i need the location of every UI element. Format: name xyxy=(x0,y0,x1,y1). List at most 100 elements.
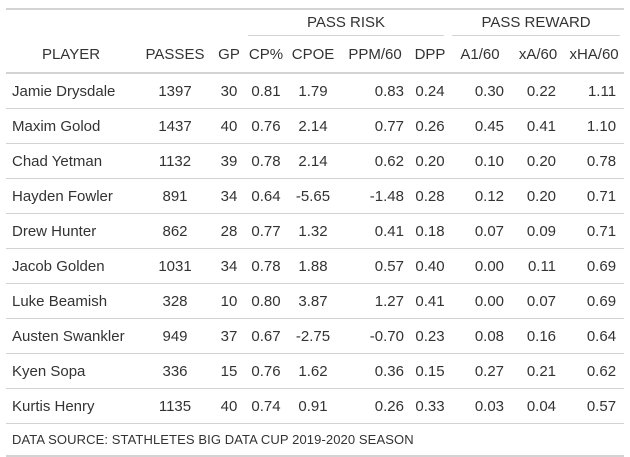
cell-cpoe: 1.62 xyxy=(288,353,338,389)
cell-a1-60: 0.12 xyxy=(448,178,513,214)
col-header-xa60: xA/60 xyxy=(512,36,565,74)
cell-xha60: 0.78 xyxy=(564,143,625,179)
table-row: Luke Beamish 328 10 0.80 3.87 1.27 0.41 … xyxy=(6,283,625,319)
spanner-pass-risk-label: PASS RISK xyxy=(306,14,386,31)
spanner-pass-reward-rule xyxy=(452,35,621,36)
cell-gp: 40 xyxy=(214,388,244,424)
col-header-ppm60: PPM/60 xyxy=(338,36,412,74)
cell-cp-pct: 0.77 xyxy=(244,213,288,249)
cell-dpp: 0.26 xyxy=(412,108,449,144)
cell-ppm60: -0.70 xyxy=(338,318,412,354)
cell-passes: 1437 xyxy=(136,108,214,144)
table-row: Kyen Sopa 336 15 0.76 1.62 0.36 0.15 0.2… xyxy=(6,353,625,389)
col-header-player: PLAYER xyxy=(6,36,136,74)
cell-gp: 28 xyxy=(214,213,244,249)
col-header-a1-60: A1/60 xyxy=(448,36,513,74)
cell-a1-60: 0.00 xyxy=(448,283,513,319)
cell-cpoe: 0.91 xyxy=(288,388,338,424)
cell-dpp: 0.24 xyxy=(412,73,449,109)
cell-cpoe: -5.65 xyxy=(288,178,338,214)
column-spanner-row: PASS RISK PASS REWARD xyxy=(6,6,624,36)
col-header-xha60: xHA/60 xyxy=(564,36,625,74)
cell-cpoe: 1.79 xyxy=(288,73,338,109)
cell-cpoe: 2.14 xyxy=(288,143,338,179)
cell-cp-pct: 0.74 xyxy=(244,388,288,424)
cell-xha60: 0.64 xyxy=(564,318,625,354)
cell-passes: 1031 xyxy=(136,248,214,284)
cell-passes: 1397 xyxy=(136,73,214,109)
cell-gp: 39 xyxy=(214,143,244,179)
cell-gp: 34 xyxy=(214,248,244,284)
cell-dpp: 0.18 xyxy=(412,213,449,249)
cell-passes: 862 xyxy=(136,213,214,249)
cell-cpoe: 2.14 xyxy=(288,108,338,144)
cell-xa60: 0.20 xyxy=(512,143,565,179)
cell-cp-pct: 0.78 xyxy=(244,248,288,284)
passing-stats-table: PASS RISK PASS REWARD PLAYER PASSES GP C… xyxy=(6,6,625,457)
cell-a1-60: 0.10 xyxy=(448,143,513,179)
table-row: Chad Yetman 1132 39 0.78 2.14 0.62 0.20 … xyxy=(6,143,625,179)
cell-dpp: 0.28 xyxy=(412,178,449,214)
cell-cp-pct: 0.76 xyxy=(244,108,288,144)
cell-xa60: 0.41 xyxy=(512,108,565,144)
table-row: Maxim Golod 1437 40 0.76 2.14 0.77 0.26 … xyxy=(6,108,625,144)
cell-cp-pct: 0.78 xyxy=(244,143,288,179)
col-header-gp: GP xyxy=(214,36,244,74)
cell-xha60: 1.11 xyxy=(564,73,625,109)
cell-ppm60: 0.36 xyxy=(338,353,412,389)
cell-cp-pct: 0.76 xyxy=(244,353,288,389)
cell-ppm60: 0.62 xyxy=(338,143,412,179)
cell-a1-60: 0.07 xyxy=(448,213,513,249)
cell-dpp: 0.33 xyxy=(412,388,449,424)
cell-xha60: 1.10 xyxy=(564,108,625,144)
cell-xa60: 0.09 xyxy=(512,213,565,249)
cell-passes: 328 xyxy=(136,283,214,319)
cell-gp: 30 xyxy=(214,73,244,109)
cell-player: Hayden Fowler xyxy=(6,178,136,214)
cell-cpoe: 1.88 xyxy=(288,248,338,284)
cell-xa60: 0.11 xyxy=(512,248,565,284)
cell-ppm60: 0.26 xyxy=(338,388,412,424)
table-row: Jacob Golden 1031 34 0.78 1.88 0.57 0.40… xyxy=(6,248,625,284)
cell-gp: 10 xyxy=(214,283,244,319)
column-header-row: PLAYER PASSES GP CP% CPOE PPM/60 DPP A1/… xyxy=(6,36,625,74)
cell-player: Jamie Drysdale xyxy=(6,73,136,109)
cell-a1-60: 0.30 xyxy=(448,73,513,109)
cell-cp-pct: 0.67 xyxy=(244,318,288,354)
cell-xa60: 0.20 xyxy=(512,178,565,214)
cell-ppm60: 1.27 xyxy=(338,283,412,319)
cell-cp-pct: 0.64 xyxy=(244,178,288,214)
cell-xa60: 0.07 xyxy=(512,283,565,319)
cell-ppm60: 0.41 xyxy=(338,213,412,249)
cell-cp-pct: 0.81 xyxy=(244,73,288,109)
cell-xa60: 0.16 xyxy=(512,318,565,354)
cell-player: Chad Yetman xyxy=(6,143,136,179)
col-header-cpoe: CPOE xyxy=(288,36,338,74)
cell-gp: 34 xyxy=(214,178,244,214)
cell-dpp: 0.41 xyxy=(412,283,449,319)
cell-player: Kyen Sopa xyxy=(6,353,136,389)
cell-ppm60: 0.83 xyxy=(338,73,412,109)
cell-dpp: 0.40 xyxy=(412,248,449,284)
cell-cpoe: -2.75 xyxy=(288,318,338,354)
col-header-dpp: DPP xyxy=(412,36,449,74)
cell-xa60: 0.04 xyxy=(512,388,565,424)
cell-a1-60: 0.08 xyxy=(448,318,513,354)
cell-player: Austen Swankler xyxy=(6,318,136,354)
cell-a1-60: 0.45 xyxy=(448,108,513,144)
spanner-pass-risk-rule xyxy=(248,35,445,36)
cell-dpp: 0.20 xyxy=(412,143,449,179)
cell-ppm60: -1.48 xyxy=(338,178,412,214)
cell-passes: 336 xyxy=(136,353,214,389)
table-row: Hayden Fowler 891 34 0.64 -5.65 -1.48 0.… xyxy=(6,178,625,214)
cell-passes: 891 xyxy=(136,178,214,214)
spanner-pass-risk: PASS RISK xyxy=(244,6,448,36)
cell-xa60: 0.22 xyxy=(512,73,565,109)
cell-dpp: 0.15 xyxy=(412,353,449,389)
cell-a1-60: 0.27 xyxy=(448,353,513,389)
cell-xa60: 0.21 xyxy=(512,353,565,389)
cell-player: Kurtis Henry xyxy=(6,388,136,424)
col-header-passes: PASSES xyxy=(136,36,214,74)
stats-table-container: PASS RISK PASS REWARD PLAYER PASSES GP C… xyxy=(6,6,625,457)
cell-xha60: 0.69 xyxy=(564,248,625,284)
